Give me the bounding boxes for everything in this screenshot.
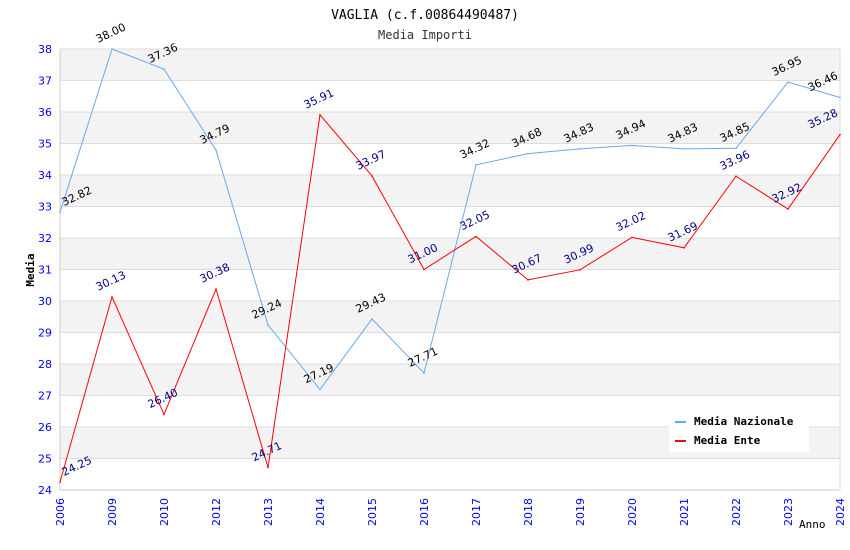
x-tick-label: 2016 — [418, 498, 431, 526]
data-point — [683, 148, 685, 150]
data-point — [475, 164, 477, 166]
x-tick-label: 2012 — [210, 498, 223, 526]
y-tick-label: 30 — [38, 295, 52, 308]
y-tick-label: 37 — [38, 75, 52, 88]
data-point — [319, 114, 321, 116]
legend-label-ente: Media Ente — [694, 434, 761, 447]
x-tick-label: 2015 — [366, 498, 379, 526]
y-tick-label: 25 — [38, 453, 52, 466]
data-point — [683, 246, 685, 249]
y-tick-label: 32 — [38, 232, 52, 245]
data-point — [163, 413, 165, 416]
x-tick-label: 2024 — [834, 498, 847, 526]
data-point — [839, 133, 841, 136]
series-line-nazionale — [59, 48, 841, 391]
data-point — [215, 149, 217, 151]
data-point — [267, 466, 269, 469]
x-axis-label: Anno — [799, 518, 826, 531]
y-tick-label: 31 — [38, 264, 52, 277]
x-tick-label: 2018 — [522, 498, 535, 526]
data-label: 33.96 — [718, 148, 752, 173]
data-point — [527, 152, 529, 155]
data-label: 32.05 — [458, 208, 492, 233]
y-tick-label: 26 — [38, 421, 52, 434]
y-tick-label: 33 — [38, 201, 52, 214]
x-tick-label: 2021 — [678, 498, 691, 526]
data-point — [163, 68, 165, 70]
data-point — [319, 388, 321, 391]
y-tick-label: 35 — [38, 138, 52, 151]
data-label: 33.97 — [354, 148, 388, 173]
x-tick-label: 2010 — [158, 498, 171, 526]
y-tick-label: 34 — [38, 169, 52, 182]
y-tick-label: 36 — [38, 106, 52, 119]
data-point — [787, 81, 789, 83]
y-tick-label: 29 — [38, 327, 52, 340]
data-point — [371, 318, 373, 320]
data-point — [59, 211, 61, 213]
y-tick-label: 38 — [38, 43, 52, 56]
data-label: 32.02 — [614, 209, 648, 234]
series-line-ente — [59, 113, 841, 483]
data-point — [371, 175, 373, 177]
legend-label-nazionale: Media Nazionale — [694, 415, 794, 428]
data-label: 35.91 — [302, 86, 336, 111]
data-point — [59, 481, 61, 483]
x-tick-label: 2013 — [262, 498, 275, 526]
chart-subtitle: Media Importi — [378, 28, 472, 42]
grid-band — [60, 364, 840, 396]
y-tick-label: 28 — [38, 358, 52, 371]
data-point — [579, 269, 581, 271]
data-point — [215, 288, 217, 290]
x-tick-label: 2022 — [730, 498, 743, 526]
data-point — [111, 296, 113, 298]
chart-title: VAGLIA (c.f.00864490487) — [331, 8, 519, 23]
data-label: 30.13 — [94, 269, 128, 294]
grid-band — [60, 301, 840, 333]
y-axis-label: Media — [24, 253, 37, 286]
data-point — [735, 175, 737, 178]
y-tick-label: 24 — [38, 484, 52, 497]
data-point — [787, 208, 789, 210]
data-point — [423, 268, 425, 271]
x-tick-label: 2020 — [626, 498, 639, 526]
data-point — [111, 48, 113, 50]
grid-band — [60, 175, 840, 207]
x-tick-label: 2014 — [314, 498, 327, 526]
data-point — [475, 235, 477, 238]
data-label: 38.00 — [94, 21, 128, 46]
legend: Media Nazionale Media Ente — [669, 410, 809, 452]
data-point — [579, 148, 581, 150]
x-tick-label: 2017 — [470, 498, 483, 526]
data-point — [267, 324, 269, 326]
data-point — [631, 236, 633, 239]
grid-band — [60, 238, 840, 270]
x-tick-label: 2009 — [106, 498, 119, 526]
grid-band — [60, 49, 840, 81]
x-tick-label: 2019 — [574, 498, 587, 526]
data-point — [839, 96, 841, 99]
data-point — [527, 279, 529, 281]
x-tick-label: 2023 — [782, 498, 795, 526]
x-tick-label: 2006 — [54, 498, 67, 526]
grid-band — [60, 112, 840, 144]
y-tick-label: 27 — [38, 390, 52, 403]
data-point — [735, 147, 737, 150]
data-point — [631, 144, 633, 147]
data-point — [423, 372, 425, 374]
